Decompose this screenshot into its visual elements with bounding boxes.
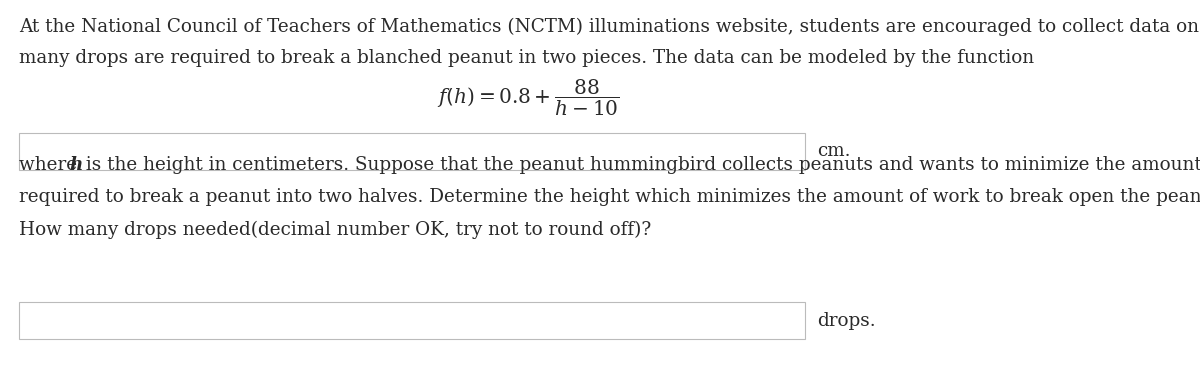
FancyBboxPatch shape bbox=[19, 133, 805, 170]
Text: cm.: cm. bbox=[817, 142, 851, 160]
Text: required to break a peanut into two halves. Determine the height which minimizes: required to break a peanut into two halv… bbox=[19, 188, 1200, 206]
Text: is the height in centimeters. Suppose that the peanut hummingbird collects peanu: is the height in centimeters. Suppose th… bbox=[80, 156, 1200, 174]
FancyBboxPatch shape bbox=[19, 302, 805, 339]
Text: At the National Council of Teachers of Mathematics (NCTM) illuminations website,: At the National Council of Teachers of M… bbox=[19, 18, 1200, 36]
Text: many drops are required to break a blanched peanut in two pieces. The data can b: many drops are required to break a blanc… bbox=[19, 49, 1034, 67]
Text: drops.: drops. bbox=[817, 312, 876, 330]
Text: $\it{f}\mathregular{(\it{h}) = 0.8 + }\dfrac{88}{\it{h}-10}$: $\it{f}\mathregular{(\it{h}) = 0.8 + }\d… bbox=[437, 78, 619, 119]
Text: h: h bbox=[70, 156, 83, 174]
Text: How many drops needed(decimal number OK, try not to round off)?: How many drops needed(decimal number OK,… bbox=[19, 220, 652, 239]
Text: where: where bbox=[19, 156, 83, 174]
